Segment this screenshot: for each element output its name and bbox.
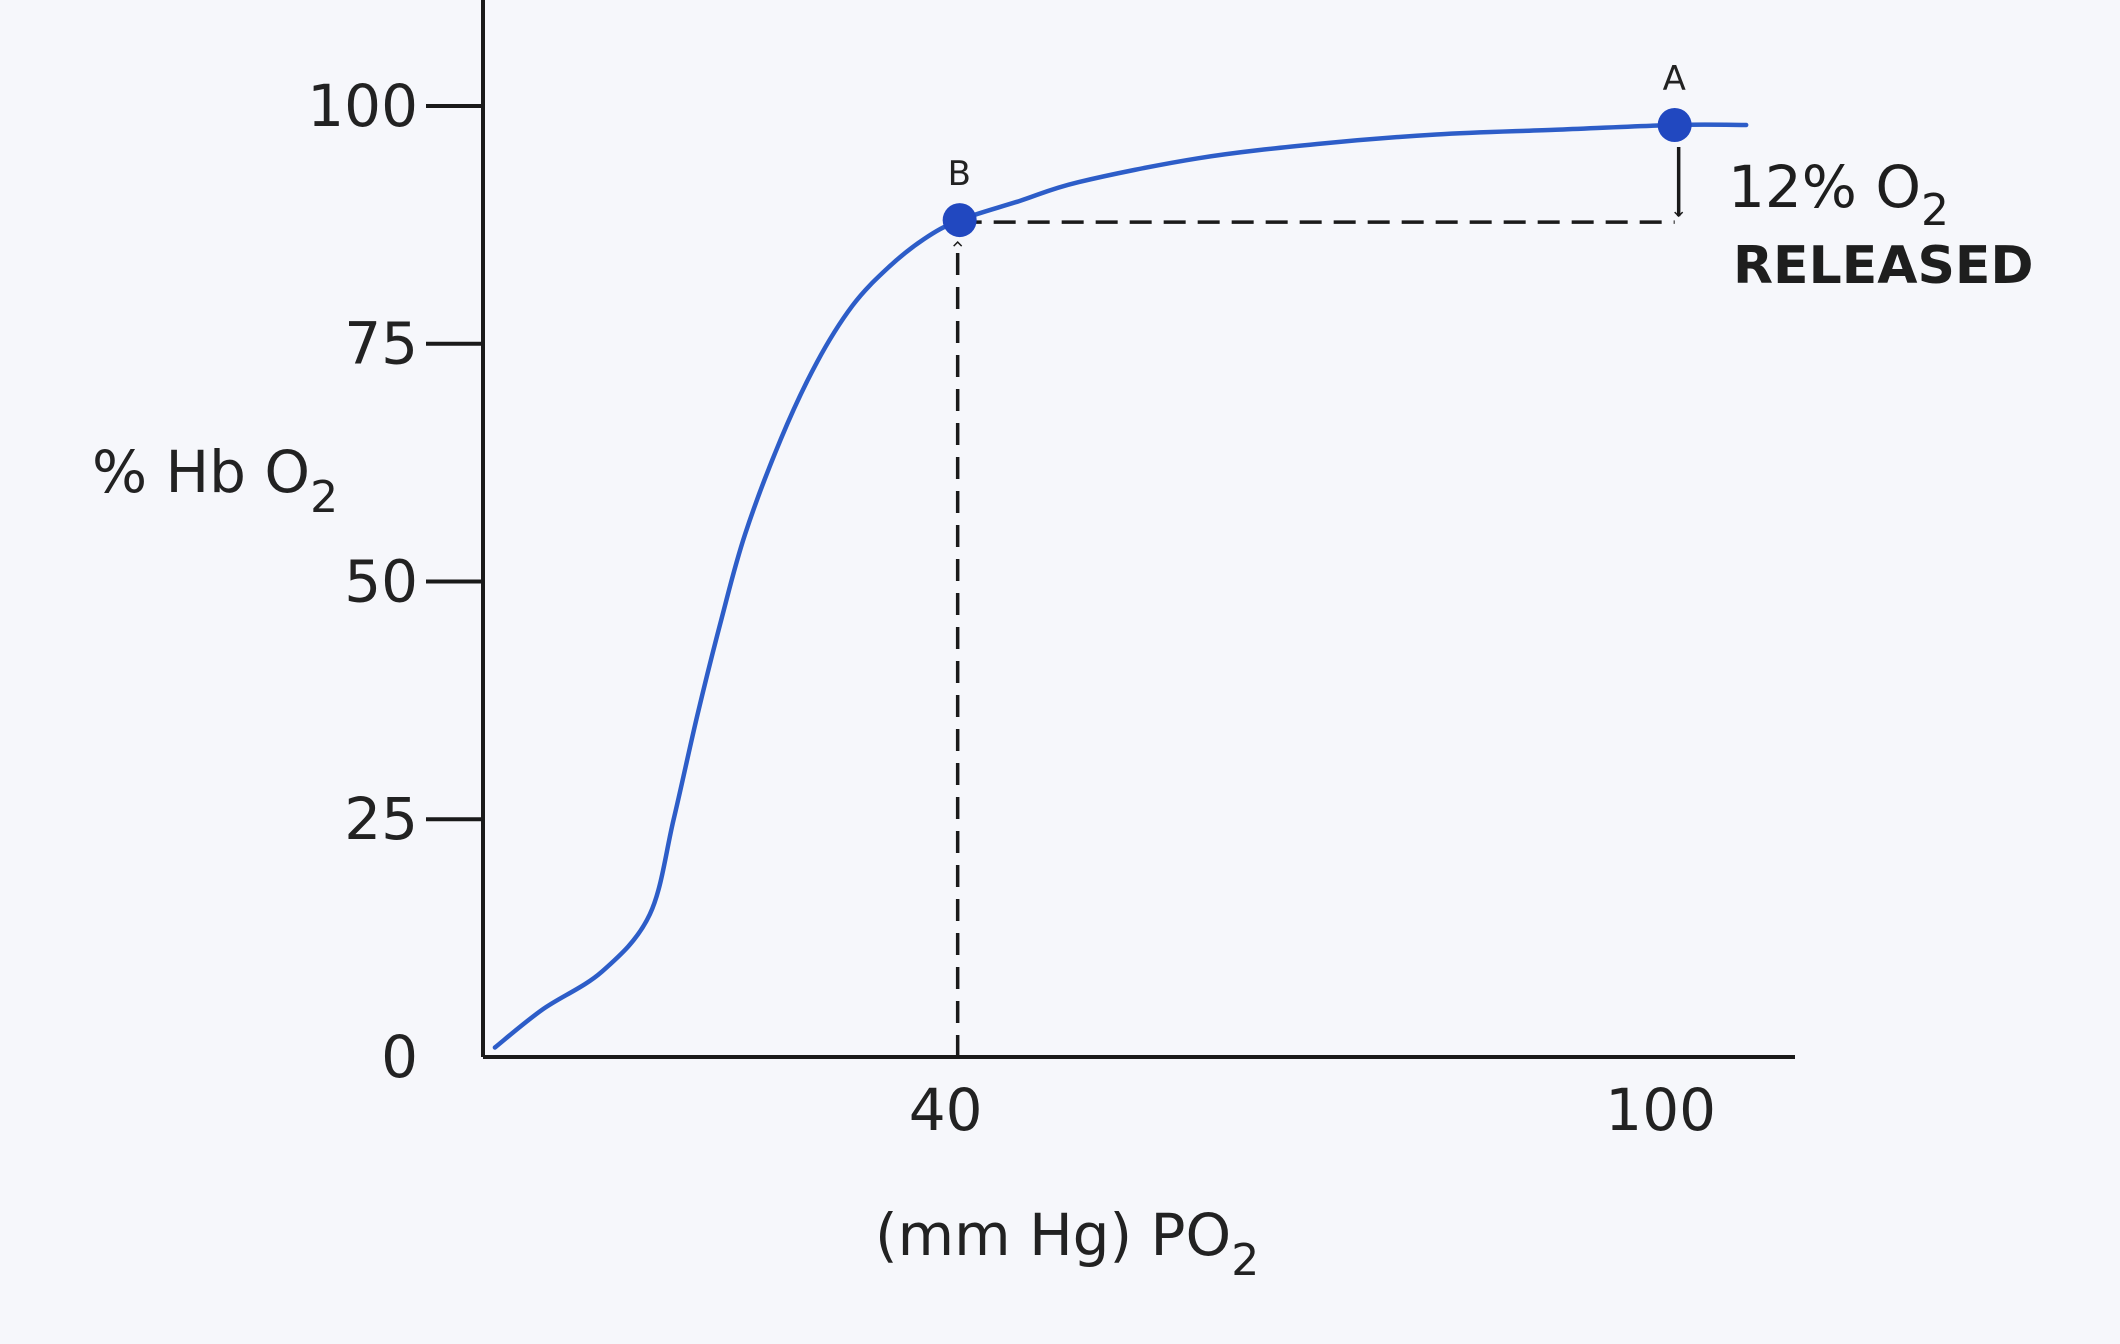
point-label-b: B — [948, 154, 971, 194]
x-tick-label: 40 — [909, 1076, 983, 1144]
x-axis-ticks: 40 100 — [909, 1076, 1716, 1144]
y-tick-label: 100 — [307, 72, 418, 140]
y-tick-label: 0 — [381, 1023, 418, 1091]
y-axis-title: % Hb O2 — [92, 438, 338, 523]
point-a — [1657, 108, 1692, 142]
y-axis-ticks: 0 25 50 75 100 — [307, 72, 483, 1091]
point-b — [942, 203, 977, 238]
dissociation-curve — [492, 122, 1749, 1050]
y-tick-label: 50 — [344, 547, 418, 615]
point-label-a: A — [1663, 59, 1686, 99]
release-annotation-line2: RELEASED — [1733, 236, 2034, 296]
data-points: AB — [942, 59, 1692, 238]
y-tick-label: 25 — [344, 785, 418, 853]
x-tick-label: 100 — [1605, 1076, 1716, 1144]
release-annotation-line1: 12% O2 — [1728, 153, 1949, 236]
y-tick-label: 75 — [344, 310, 418, 378]
x-axis-title: (mm Hg) PO2 — [875, 1201, 1259, 1286]
